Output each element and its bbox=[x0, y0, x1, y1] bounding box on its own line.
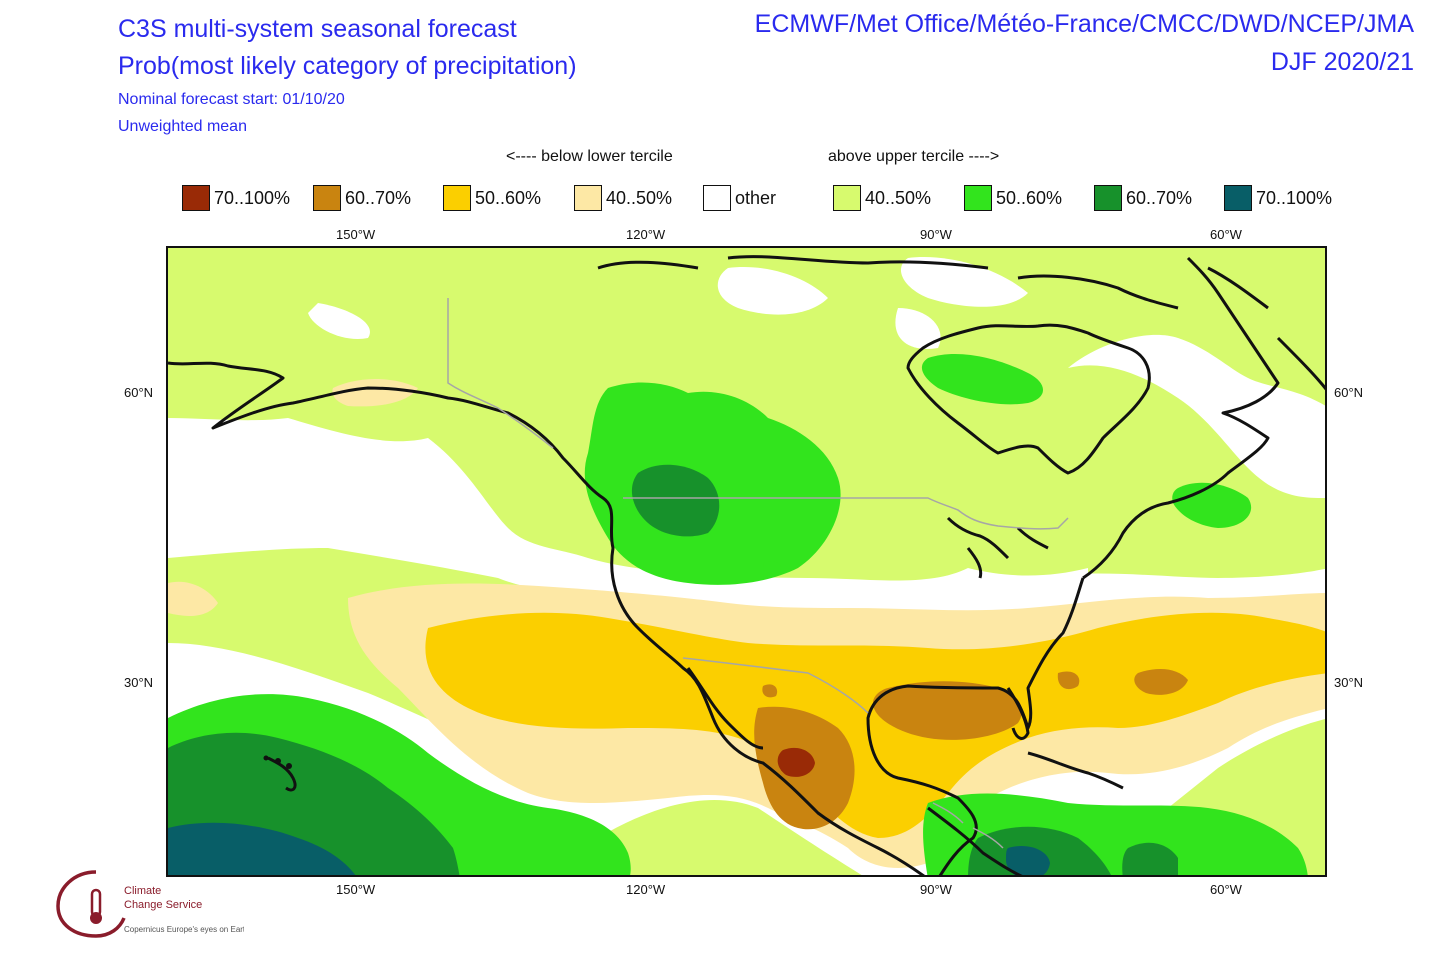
prob-field-other bbox=[895, 308, 941, 349]
border-us-canada bbox=[623, 497, 1069, 530]
climate-service-logo-graphic: Climate Change Service Copernicus Europe… bbox=[56, 870, 250, 938]
island bbox=[286, 763, 292, 769]
coastline-florida bbox=[1006, 687, 1030, 740]
above-tercile-label: above upper tercile ----> bbox=[828, 148, 1000, 165]
forecast-start: Nominal forecast start: 01/10/20 bbox=[118, 91, 345, 108]
prob-field-below-50 bbox=[425, 612, 1325, 838]
hawaii-islands bbox=[263, 755, 292, 769]
legend-item: other bbox=[703, 183, 776, 213]
lat-label-left: 30°N bbox=[124, 675, 154, 690]
coastline-arctic-islands bbox=[597, 255, 1325, 391]
prob-field-above-50 bbox=[921, 353, 1043, 405]
country-borders bbox=[447, 298, 1069, 849]
legend-item: 60..70% bbox=[313, 183, 411, 213]
lon-label-top: 60°W bbox=[1210, 227, 1242, 242]
lon-label-bottom: 90°W bbox=[920, 882, 952, 897]
legend-swatch bbox=[182, 185, 210, 211]
season-label: DJF 2020/21 bbox=[1270, 48, 1414, 76]
legend-label: 40..50% bbox=[865, 187, 932, 208]
island bbox=[275, 758, 281, 764]
legend-swatch bbox=[443, 185, 471, 211]
legend-label: other bbox=[735, 187, 777, 208]
copernicus-logo: Climate Change Service Copernicus Europe… bbox=[54, 866, 250, 941]
systems-list: ECMWF/Met Office/Météo-France/CMCC/DWD/N… bbox=[754, 10, 1414, 38]
thermometer-bulb bbox=[90, 912, 102, 924]
prob-field-other bbox=[1068, 334, 1325, 498]
legend-label: 50..60% bbox=[996, 187, 1063, 208]
legend-label: 50..60% bbox=[475, 187, 542, 208]
weighting-note: Unweighted mean bbox=[118, 118, 247, 135]
legend-label: 60..70% bbox=[1126, 187, 1193, 208]
border-alaska-canada bbox=[447, 298, 554, 449]
prob-field-other bbox=[168, 418, 1088, 619]
legend-item: 60..70% bbox=[1094, 183, 1192, 213]
title-block: C3S multi-system seasonal forecast Prob(… bbox=[118, 12, 577, 140]
coastline-baja bbox=[686, 667, 764, 750]
legend-swatch bbox=[1094, 185, 1122, 211]
prob-field-other bbox=[308, 303, 370, 339]
below-tercile-label: <---- below lower tercile bbox=[506, 148, 673, 165]
lat-label-right: 60°N bbox=[1334, 385, 1364, 400]
prob-field-above-70 bbox=[168, 822, 356, 875]
lat-label-right: 30°N bbox=[1334, 675, 1364, 690]
legend-label: 70..100% bbox=[1256, 187, 1333, 208]
logo-text-service: Change Service bbox=[124, 899, 202, 911]
legend-swatch bbox=[964, 185, 992, 211]
prob-field-other bbox=[900, 257, 1028, 307]
coastlines bbox=[168, 255, 1325, 875]
prob-field-below-70 bbox=[777, 747, 815, 777]
legend-item: 40..50% bbox=[833, 183, 931, 213]
prob-field-below-60 bbox=[762, 684, 778, 698]
prob-field-other bbox=[717, 267, 828, 315]
lon-label-bottom: 150°W bbox=[336, 882, 376, 897]
legend-label: 60..70% bbox=[345, 187, 412, 208]
lon-label-top: 90°W bbox=[920, 227, 952, 242]
coastline-hudson-bay bbox=[906, 323, 1151, 475]
lon-label-bottom: 60°W bbox=[1210, 882, 1242, 897]
legend-label: 40..50% bbox=[606, 187, 673, 208]
prob-field-above-60 bbox=[631, 464, 720, 537]
prob-field-above-50 bbox=[763, 560, 781, 574]
prob-field-below-60 bbox=[1057, 671, 1080, 690]
lon-label-top: 120°W bbox=[626, 227, 666, 242]
legend-item: 40..50% bbox=[574, 183, 672, 213]
border-us-mexico bbox=[682, 657, 869, 714]
lon-label-bottom: 120°W bbox=[626, 882, 666, 897]
lat-label-left: 60°N bbox=[124, 385, 154, 400]
island bbox=[263, 755, 269, 761]
legend-swatch bbox=[313, 185, 341, 211]
map-canvas bbox=[168, 248, 1325, 875]
coastline-great-lakes bbox=[946, 516, 1049, 579]
prob-field-above-60 bbox=[1122, 842, 1178, 875]
coastline-gulf bbox=[866, 577, 1085, 875]
logo-ring bbox=[56, 870, 126, 938]
prob-field-below-40 bbox=[168, 581, 218, 616]
legend-item: 70..100% bbox=[1224, 183, 1332, 213]
source-block: ECMWF/Met Office/Météo-France/CMCC/DWD/N… bbox=[755, 6, 1414, 82]
logo-text-copernicus: Copernicus Europe's eyes on Earth bbox=[124, 925, 244, 934]
prob-field-below-40 bbox=[332, 379, 418, 407]
prob-field-above-70 bbox=[1006, 845, 1050, 875]
lon-label-top: 150°W bbox=[336, 227, 376, 242]
logo-text-climate: Climate bbox=[124, 885, 161, 897]
legend-item: 50..60% bbox=[964, 183, 1062, 213]
coastline-cuba bbox=[1027, 751, 1124, 790]
legend-swatch bbox=[703, 185, 731, 211]
prob-field-below-60 bbox=[873, 681, 1022, 740]
legend-swatch bbox=[574, 185, 602, 211]
prob-field-below-60 bbox=[1134, 668, 1188, 695]
main-title: C3S multi-system seasonal forecast bbox=[118, 15, 517, 43]
border-central-america bbox=[932, 802, 1004, 849]
legend-swatch bbox=[1224, 185, 1252, 211]
coastline-east bbox=[1082, 256, 1280, 580]
forecast-map bbox=[166, 246, 1327, 877]
legend-swatch bbox=[833, 185, 861, 211]
legend-item: 50..60% bbox=[443, 183, 541, 213]
coastline-central-america bbox=[927, 806, 1023, 875]
legend-label: 70..100% bbox=[214, 187, 291, 208]
coastline-north-america bbox=[168, 361, 926, 875]
legend-item: 70..100% bbox=[182, 183, 290, 213]
subtitle: Prob(most likely category of precipitati… bbox=[118, 52, 577, 80]
